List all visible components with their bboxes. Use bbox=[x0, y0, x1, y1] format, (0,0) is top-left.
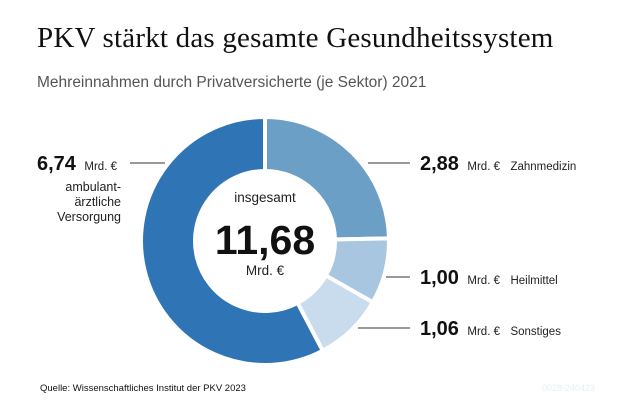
name-heilmittel: Heilmittel bbox=[510, 275, 557, 287]
name-ambulant-line1: ambulant- bbox=[65, 180, 121, 194]
name-sonstiges: Sonstiges bbox=[510, 326, 561, 338]
name-ambulant-line3: Versorgung bbox=[57, 210, 121, 224]
value-ambulant: 6,74 bbox=[37, 153, 77, 175]
center-total-value: 11,68 bbox=[215, 217, 315, 263]
label-heilmittel: 1,00 Mrd. € Heilmittel bbox=[420, 267, 558, 289]
label-ambulant: 6,74 Mrd. € bbox=[37, 153, 118, 175]
label-sonstiges: 1,06 Mrd. € Sonstiges bbox=[420, 318, 561, 340]
slice-zahnmedizin bbox=[263, 115, 391, 242]
unit-zahnmedizin: Mrd. € bbox=[467, 161, 500, 173]
value-heilmittel: 1,00 bbox=[420, 267, 459, 289]
value-sonstiges: 1,06 bbox=[420, 318, 459, 340]
chart-title: PKV stärkt das gesamte Gesundheitssystem bbox=[37, 22, 554, 54]
name-ambulant-line2: ärztliche bbox=[74, 195, 121, 209]
unit-sonstiges: Mrd. € bbox=[467, 326, 500, 338]
unit-heilmittel: Mrd. € bbox=[467, 275, 500, 287]
donut-slices bbox=[139, 115, 391, 367]
chart-subtitle: Mehreinnahmen durch Privatversicherte (j… bbox=[37, 74, 427, 91]
slice-ambulant bbox=[139, 115, 325, 367]
unit-ambulant: Mrd. € bbox=[84, 161, 117, 173]
source-note: Quelle: Wissenschaftliches Institut der … bbox=[40, 383, 246, 394]
label-zahnmedizin: 2,88 Mrd. € Zahnmedizin bbox=[420, 153, 576, 175]
center-unit: Mrd. € bbox=[246, 263, 285, 278]
graphic-code: 0028-240423 bbox=[542, 383, 596, 393]
center-label: insgesamt bbox=[234, 190, 296, 205]
leader-lines bbox=[130, 162, 410, 329]
name-zahnmedizin: Zahnmedizin bbox=[510, 161, 576, 173]
value-zahnmedizin: 2,88 bbox=[420, 153, 459, 175]
